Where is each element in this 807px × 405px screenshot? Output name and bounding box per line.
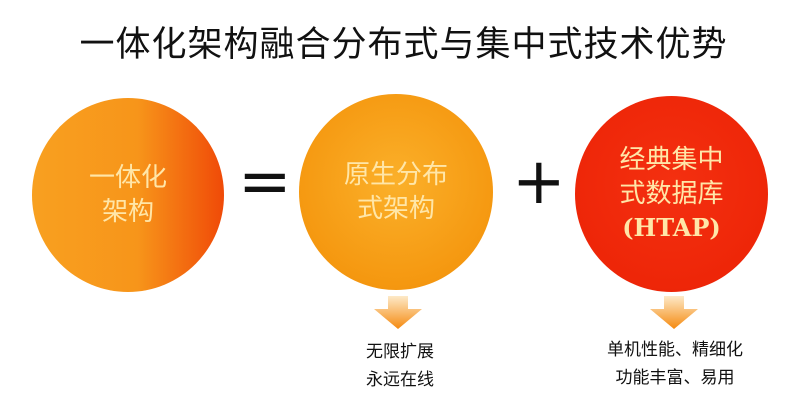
centralized-benefits: 单机性能、精细化 功能丰富、易用 [570,336,780,392]
circle-label: 架构 [101,197,154,227]
benefit-line: 功能丰富、易用 [615,368,735,388]
circle-label: 一体化 [88,163,167,193]
centralized-database-circle: 经典集中 式数据库 (HTAP) [575,96,768,292]
plus-sign: + [512,145,566,219]
down-arrow-icon [374,296,422,329]
integrated-architecture-circle: 一体化 架构 [32,98,224,292]
equals-sign: = [238,145,292,219]
circle-label: (HTAP) [622,213,721,242]
circle-label: 式架构 [356,194,435,224]
distributed-benefits: 无限扩展 永远在线 [320,338,480,394]
benefit-line: 单机性能、精细化 [607,340,743,360]
benefit-line: 无限扩展 [366,342,434,362]
circle-label: 原生分布 [343,160,448,190]
page-title: 一体化架构融合分布式与集中式技术优势 [79,25,728,65]
circle-label: 式数据库 [619,179,724,209]
benefit-line: 永远在线 [366,370,434,390]
distributed-architecture-circle: 原生分布 式架构 [299,94,493,290]
circle-label: 经典集中 [619,145,724,175]
down-arrow-icon [650,296,698,329]
